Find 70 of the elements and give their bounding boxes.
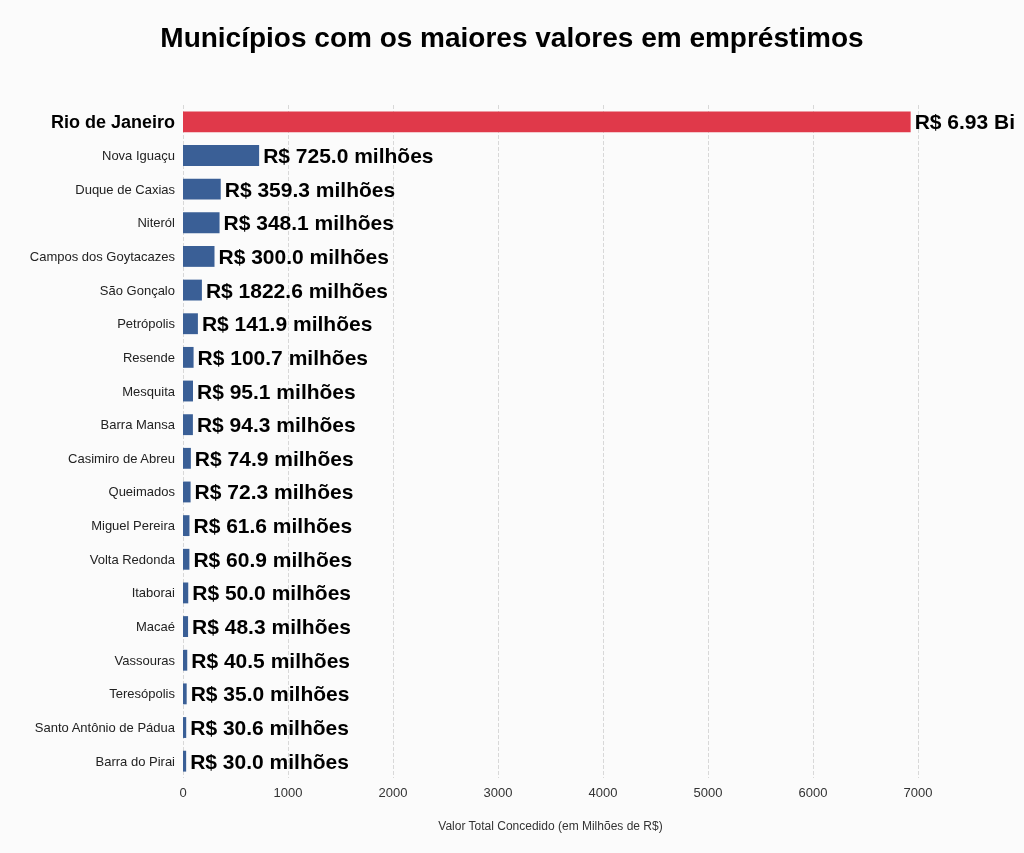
x-tick-label: 4000 [588, 785, 618, 800]
data-label: R$ 30.0 milhões [190, 749, 349, 773]
y-tick-label: Itaborai [131, 585, 176, 601]
y-tick-label: Queimados [108, 484, 176, 500]
y-tick-label: Resende [122, 349, 175, 365]
data-label: R$ 50.0 milhões [192, 581, 351, 605]
y-tick-label: Santo Antônio de Pádua [34, 720, 176, 736]
data-label: R$ 30.6 milhões [190, 716, 349, 740]
bar [183, 548, 190, 570]
bar [183, 616, 189, 638]
data-label: R$ 94.3 milhões [196, 413, 356, 437]
bar [183, 279, 202, 301]
y-tick-label: Vassouras [114, 652, 176, 668]
data-label: R$ 100.7 milhões [197, 345, 368, 369]
bar [183, 245, 215, 267]
x-tick-label: 1000 [273, 785, 303, 800]
x-tick-label: 7000 [903, 785, 933, 800]
y-tick-label: Casimiro de Abreu [68, 450, 175, 466]
y-tick-label: Campos dos Goytacazes [29, 248, 176, 264]
data-label: R$ 35.0 milhões [190, 682, 350, 706]
bar [183, 582, 189, 604]
bar [183, 447, 191, 469]
y-tick-label: Petrópolis [117, 316, 176, 332]
bar [183, 212, 220, 234]
data-label: R$ 74.9 milhões [194, 446, 354, 470]
x-tick-label: 5000 [693, 785, 723, 800]
y-tick-label: Rio de Janeiro [50, 111, 175, 132]
y-tick-label: São Gonçalo [99, 282, 175, 298]
x-axis-title: Valor Total Concedido (em Milhões de R$) [438, 819, 663, 833]
y-tick-label: Mesquita [122, 383, 176, 399]
bar [183, 649, 188, 671]
data-label: R$ 60.9 milhões [193, 547, 353, 571]
data-label: R$ 348.1 milhões [223, 211, 394, 235]
data-label: R$ 95.1 milhões [196, 379, 356, 403]
x-tick-label: 0 [179, 785, 187, 800]
y-tick-label: Teresópolis [109, 686, 176, 702]
y-tick-label: Duque de Caxias [75, 181, 176, 197]
y-tick-label: Macaé [135, 619, 175, 635]
x-tick-label: 6000 [798, 785, 828, 800]
data-label: R$ 61.6 milhões [193, 514, 353, 538]
bar [183, 481, 191, 503]
y-tick-label: Miguel Pereira [91, 518, 176, 534]
bar [183, 178, 221, 200]
data-label: R$ 359.3 milhões [224, 177, 396, 201]
y-tick-label: Barra do Pirai [95, 753, 176, 769]
bar [183, 750, 187, 772]
bar [183, 313, 198, 335]
y-tick-label: Nova Iguaçu [102, 147, 175, 163]
data-label: R$ 1822.6 milhões [205, 278, 389, 302]
chart-title: Municípios com os maiores valores em empréstimos [160, 21, 864, 53]
data-label: R$ 300.0 milhões [218, 244, 389, 268]
x-tick-label: 3000 [483, 785, 513, 800]
data-label: R$ 48.3 milhões [192, 615, 351, 639]
data-label: R$ 725.0 milhões [263, 143, 434, 167]
bar [183, 414, 193, 436]
bar [183, 145, 260, 166]
bar [183, 111, 911, 133]
y-tick-label: Barra Mansa [100, 417, 176, 433]
bar [183, 717, 187, 738]
x-tick-label: 2000 [378, 785, 408, 800]
y-tick-label: Niteról [137, 215, 176, 231]
bar [183, 346, 194, 368]
bar [183, 515, 190, 537]
data-label: R$ 40.5 milhões [191, 648, 350, 672]
bar [183, 683, 187, 705]
data-label: R$ 6.93 Bi [914, 110, 1016, 134]
bar [183, 380, 193, 402]
data-label: R$ 72.3 milhões [194, 480, 354, 504]
y-tick-label: Volta Redonda [89, 551, 176, 567]
data-label: R$ 141.9 milhões [201, 312, 373, 336]
